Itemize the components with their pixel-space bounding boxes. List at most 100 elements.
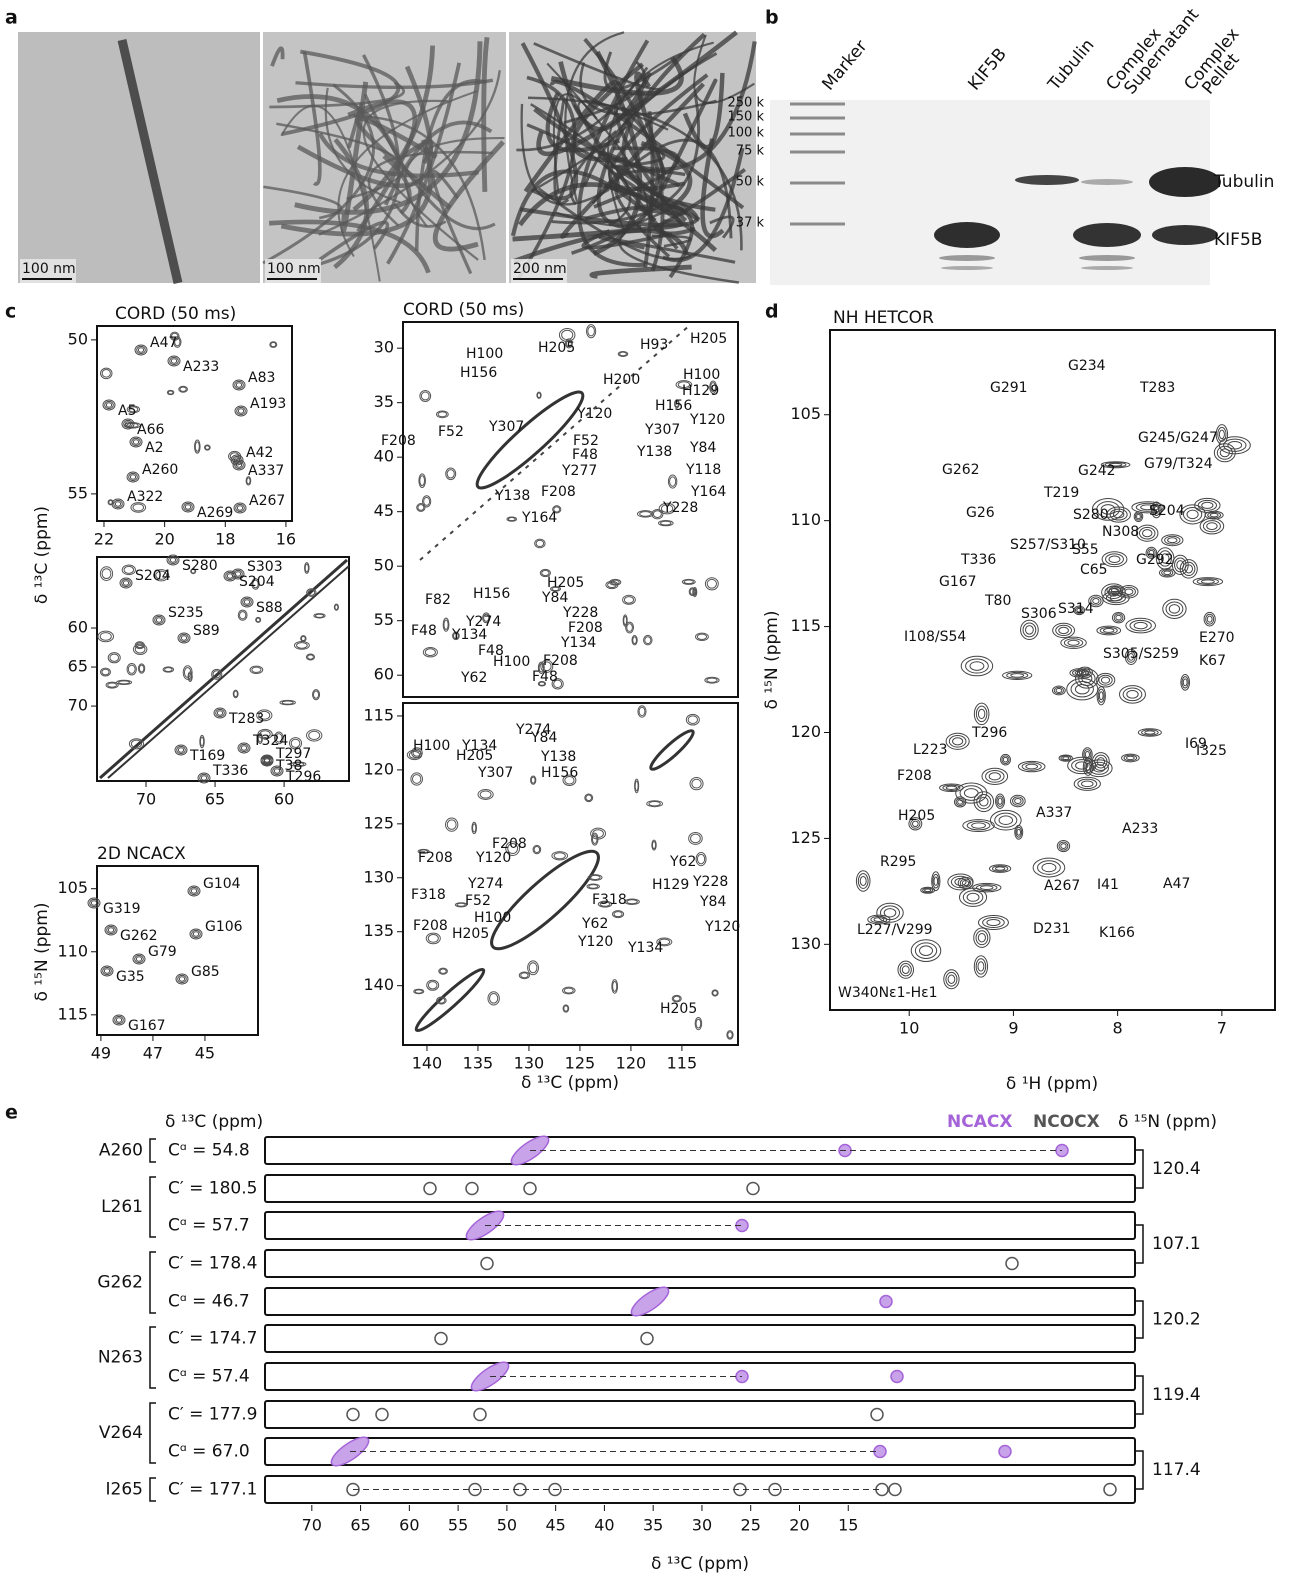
microtubule — [481, 36, 490, 192]
contour — [982, 917, 1005, 929]
contour — [183, 502, 193, 512]
contour — [281, 700, 294, 705]
residue-bracket — [149, 1326, 156, 1389]
peak-label: Y84 — [530, 730, 557, 746]
contour — [1192, 577, 1224, 587]
contour — [975, 958, 987, 975]
contour — [170, 358, 178, 364]
contour — [423, 496, 431, 506]
contour — [129, 436, 143, 448]
y-tick-label: 135 — [363, 921, 394, 940]
contour — [585, 324, 597, 339]
contour — [584, 793, 594, 803]
contour — [638, 706, 646, 717]
contour — [124, 422, 141, 429]
x-tick-label: 47 — [143, 1044, 163, 1063]
peak-label: T38 — [275, 758, 302, 774]
contour — [1055, 624, 1072, 637]
contour — [487, 991, 500, 1006]
contour — [534, 538, 546, 549]
contour — [660, 504, 674, 513]
spectrum-frame — [402, 321, 739, 698]
peak-label: Y118 — [685, 462, 721, 478]
gel-band — [1152, 225, 1218, 245]
x-tick-label: 8 — [1113, 1019, 1123, 1038]
contour — [308, 730, 321, 740]
n-bracket — [1136, 1300, 1144, 1339]
microtubule — [597, 150, 701, 222]
contour — [1076, 607, 1083, 613]
contour — [540, 659, 554, 673]
contour — [530, 775, 537, 785]
contour — [446, 469, 455, 479]
contour — [1182, 506, 1203, 522]
contour — [199, 736, 205, 747]
contour — [564, 775, 575, 785]
diagonal-peak — [414, 967, 486, 1033]
peak-label: A267 — [249, 493, 285, 509]
contour — [313, 690, 320, 699]
contour — [1123, 754, 1138, 762]
peak-label: S303 — [247, 559, 283, 575]
x-tick-label: 130 — [514, 1054, 545, 1073]
contour — [1096, 757, 1106, 766]
contour — [1063, 638, 1084, 648]
contour — [1081, 780, 1094, 788]
contour — [1089, 761, 1109, 775]
contour — [1016, 828, 1021, 836]
contour — [1025, 763, 1039, 770]
scale-bar-label: 100 nm — [267, 261, 321, 277]
y-tick-label: 30 — [374, 338, 394, 357]
contour — [692, 588, 697, 596]
contour — [424, 648, 436, 657]
diagonal — [107, 565, 350, 779]
ladder-label: 150 k — [728, 110, 765, 125]
gel-band — [934, 222, 1000, 248]
contour — [585, 794, 593, 802]
contour — [137, 347, 145, 353]
contour — [966, 892, 980, 902]
y-tick-label: 110 — [57, 941, 88, 960]
contour — [985, 769, 1005, 783]
peak-label: F82 — [425, 592, 451, 608]
contour — [1037, 860, 1061, 875]
contour — [988, 772, 1001, 781]
peak-label: F52 — [438, 424, 464, 440]
contour — [1126, 755, 1135, 761]
contour — [1022, 622, 1037, 638]
microtubule — [700, 138, 725, 239]
contour — [587, 325, 595, 337]
strip-peak — [480, 1256, 494, 1271]
contour — [104, 924, 118, 936]
contour — [552, 505, 562, 514]
microtubule — [319, 54, 401, 266]
contour — [933, 876, 939, 886]
contour — [419, 849, 429, 854]
contour — [1121, 753, 1140, 763]
contour — [1219, 448, 1230, 458]
contour — [945, 971, 958, 987]
peak-label: F208 — [492, 836, 527, 852]
contour — [1145, 546, 1158, 559]
contour — [879, 905, 901, 921]
contour — [687, 715, 698, 725]
contour — [155, 617, 163, 623]
contour — [1012, 796, 1024, 806]
peak-label: H205 — [660, 1001, 697, 1017]
x-tick-label: 45 — [545, 1516, 565, 1535]
contour — [472, 823, 477, 833]
contour — [966, 820, 991, 831]
contour — [104, 400, 114, 410]
peak-label: Y228 — [562, 605, 598, 621]
contour — [613, 911, 623, 918]
y-tick-label: 115 — [790, 616, 821, 635]
contour — [128, 472, 138, 482]
contour — [1206, 615, 1213, 623]
peak-label: H156 — [460, 365, 497, 381]
n-shift-label: 119.4 — [1152, 1385, 1201, 1405]
contour — [456, 902, 466, 907]
contour — [215, 708, 225, 718]
y-tick-label: 50 — [374, 556, 394, 575]
contour — [113, 499, 123, 509]
contour — [518, 971, 530, 980]
